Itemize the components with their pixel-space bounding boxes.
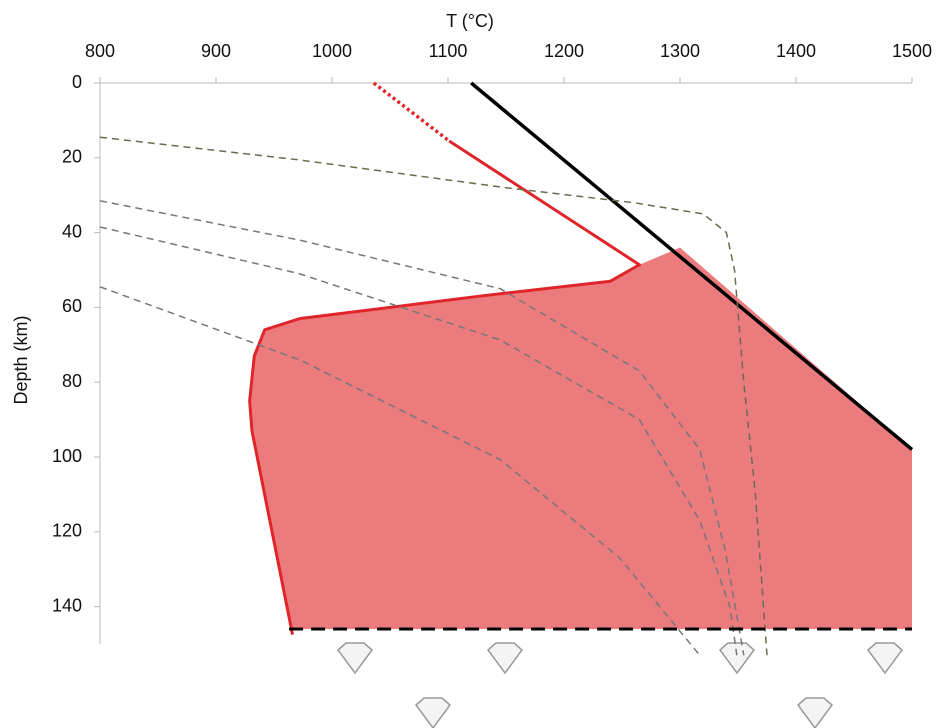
series-line <box>99 286 701 656</box>
plot-front <box>99 81 914 656</box>
x-tick-label: 1500 <box>892 41 932 61</box>
shaded-area <box>249 247 912 630</box>
diamond-icon <box>718 642 756 675</box>
y-axis-title: Depth (km) <box>11 315 31 404</box>
diamond-icon <box>866 642 904 675</box>
y-tick-label: 140 <box>52 595 82 615</box>
x-tick-label: 900 <box>201 41 231 61</box>
series-line <box>372 81 451 143</box>
series-line <box>470 81 914 451</box>
series-line <box>248 139 641 635</box>
series-line <box>99 136 768 656</box>
diamond-icon <box>796 697 834 728</box>
diamond-icon <box>336 642 374 675</box>
x-tick-label: 800 <box>85 41 115 61</box>
x-tick-label: 1300 <box>660 41 700 61</box>
series-line <box>99 200 745 656</box>
y-tick-label: 120 <box>52 521 82 541</box>
y-tick-label: 100 <box>52 446 82 466</box>
diamond-icon <box>414 697 452 728</box>
y-tick-label: 20 <box>62 147 82 167</box>
diamond-icons <box>336 642 904 728</box>
x-tick-label: 1000 <box>312 41 352 61</box>
series-line <box>99 226 738 656</box>
x-tick-label: 1100 <box>429 41 468 61</box>
y-tick-label: 80 <box>62 371 82 391</box>
y-tick-label: 40 <box>62 221 82 241</box>
y-tick-label: 60 <box>62 296 82 316</box>
x-tick-label: 1200 <box>544 41 584 61</box>
x-tick-label: 1400 <box>776 41 816 61</box>
plot-back <box>94 77 913 644</box>
y-tick-label: 0 <box>72 72 82 92</box>
x-axis-title: T (°C) <box>446 11 494 31</box>
diamond-icon <box>486 642 524 675</box>
